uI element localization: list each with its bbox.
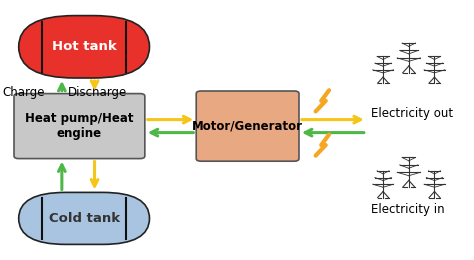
- FancyBboxPatch shape: [18, 16, 149, 78]
- FancyBboxPatch shape: [196, 91, 299, 161]
- Text: Cold tank: Cold tank: [48, 212, 119, 225]
- Text: Charge: Charge: [2, 86, 45, 99]
- Text: Discharge: Discharge: [68, 86, 127, 99]
- Text: Electricity out: Electricity out: [372, 107, 454, 120]
- Text: Electricity in: Electricity in: [372, 203, 445, 216]
- FancyBboxPatch shape: [18, 192, 149, 244]
- Text: Hot tank: Hot tank: [52, 40, 117, 53]
- Text: Motor/Generator: Motor/Generator: [192, 120, 303, 133]
- Text: Heat pump/Heat
engine: Heat pump/Heat engine: [25, 112, 134, 140]
- FancyBboxPatch shape: [14, 94, 145, 159]
